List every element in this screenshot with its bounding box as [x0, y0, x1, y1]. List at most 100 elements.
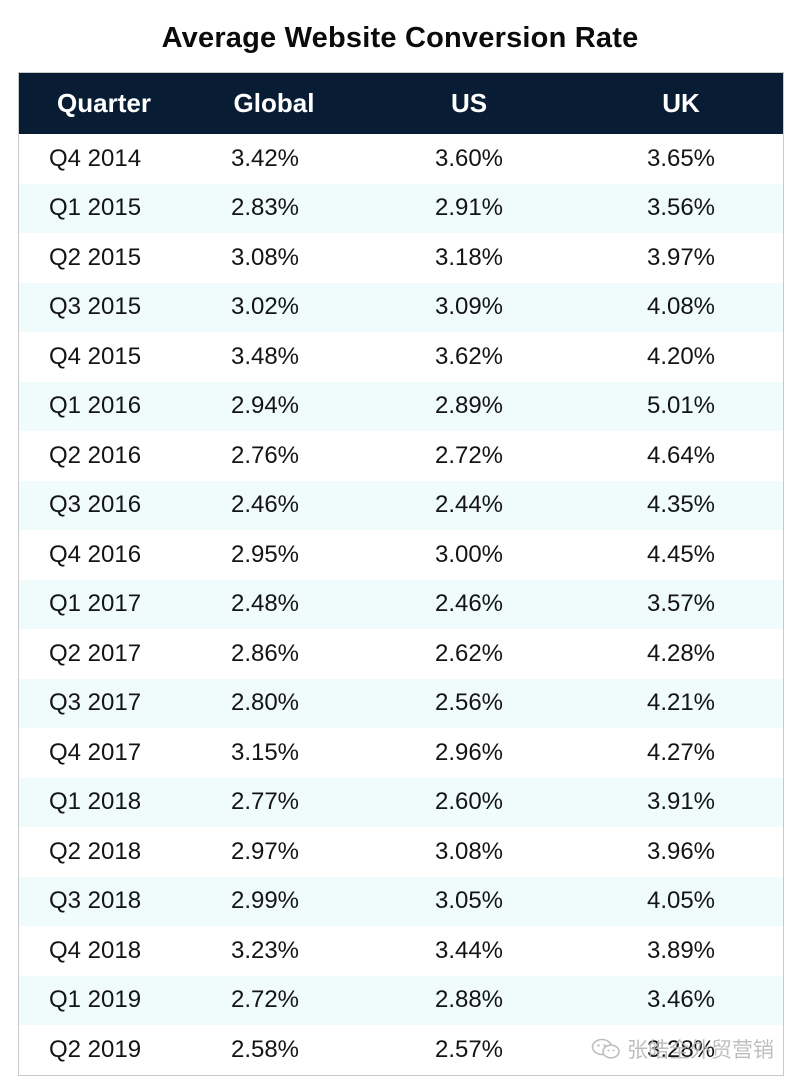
- global-cell: 2.80%: [230, 689, 300, 717]
- watermark: 张皓全外贸营销: [591, 1034, 774, 1064]
- us-cell: 3.08%: [434, 837, 504, 865]
- uk-cell: 4.45%: [646, 540, 716, 568]
- table-row: Q1 2015 2.83% 2.91% 3.56%: [19, 183, 783, 233]
- table-row: Q2 2017 2.86% 2.62% 4.28%: [19, 629, 783, 679]
- table-row: Q3 2018 2.99% 3.05% 4.05%: [19, 876, 783, 926]
- quarter-cell: Q1 2015: [49, 194, 142, 222]
- uk-cell: 4.21%: [646, 689, 716, 717]
- data-table-container: Quarter Global US UK Q4 2014 3.42% 3.60% 3.…: [18, 72, 784, 1076]
- table-row: Q3 2016 2.46% 2.44% 4.35%: [19, 480, 783, 530]
- column-header-global: Global: [233, 88, 315, 118]
- global-cell: 2.72%: [230, 986, 300, 1014]
- global-cell: 2.99%: [230, 887, 300, 915]
- global-cell: 2.77%: [230, 788, 300, 816]
- global-cell: 2.94%: [230, 392, 300, 420]
- table-row: Q2 2018 2.97% 3.08% 3.96%: [19, 827, 783, 877]
- uk-cell: 4.28%: [646, 639, 716, 667]
- uk-cell: 4.27%: [646, 738, 716, 766]
- us-cell: 2.91%: [434, 194, 504, 222]
- global-cell: 2.58%: [230, 1035, 300, 1063]
- uk-cell: 3.46%: [646, 986, 716, 1014]
- quarter-cell: Q1 2016: [49, 392, 142, 420]
- table-body: Q4 2014 3.42% 3.60% 3.65% Q1 2015 2.83% 2.91% 3…: [19, 134, 783, 1075]
- us-cell: 2.88%: [434, 986, 504, 1014]
- column-header-quarter: Quarter: [57, 88, 151, 118]
- us-cell: 2.96%: [434, 738, 504, 766]
- global-cell: 3.42%: [230, 144, 300, 172]
- global-cell: 2.48%: [230, 590, 300, 618]
- us-cell: 2.60%: [434, 788, 504, 816]
- uk-cell: 3.96%: [646, 837, 716, 865]
- global-cell: 3.02%: [230, 293, 300, 321]
- table-row: Q2 2019 2.58% 2.57% 3.28%: [19, 1025, 783, 1075]
- uk-cell: 3.56%: [646, 194, 716, 222]
- uk-cell: 3.91%: [646, 788, 716, 816]
- quarter-cell: Q3 2015: [49, 293, 142, 321]
- table-row: Q4 2016 2.95% 3.00% 4.45%: [19, 530, 783, 580]
- uk-cell: 5.01%: [646, 392, 716, 420]
- table-row: Q4 2017 3.15% 2.96% 4.27%: [19, 728, 783, 778]
- table-row: Q1 2019 2.72% 2.88% 3.46%: [19, 975, 783, 1025]
- table-row: Q1 2017 2.48% 2.46% 3.57%: [19, 579, 783, 629]
- quarter-cell: Q4 2014: [49, 144, 142, 172]
- quarter-cell: Q4 2017: [49, 738, 142, 766]
- quarter-cell: Q3 2016: [49, 491, 142, 519]
- table-row: Q3 2017 2.80% 2.56% 4.21%: [19, 678, 783, 728]
- uk-cell: 3.57%: [646, 590, 716, 618]
- table-row: Q2 2016 2.76% 2.72% 4.64%: [19, 431, 783, 481]
- us-cell: 3.05%: [434, 887, 504, 915]
- quarter-cell: Q2 2017: [49, 639, 142, 667]
- global-cell: 3.08%: [230, 243, 300, 271]
- quarter-cell: Q4 2016: [49, 540, 142, 568]
- uk-cell: 4.08%: [646, 293, 716, 321]
- global-cell: 2.83%: [230, 194, 300, 222]
- us-cell: 3.44%: [434, 936, 504, 964]
- column-header-uk: UK: [662, 88, 700, 118]
- table-row: Q1 2018 2.77% 2.60% 3.91%: [19, 777, 783, 827]
- conversion-rate-table: Quarter Global US UK Q4 2014 3.42% 3.60% 3.…: [19, 73, 783, 1075]
- us-cell: 2.89%: [434, 392, 504, 420]
- column-header-us: US: [450, 88, 488, 118]
- table-row: Q1 2016 2.94% 2.89% 5.01%: [19, 381, 783, 431]
- uk-cell: 4.64%: [646, 441, 716, 469]
- global-cell: 2.86%: [230, 639, 300, 667]
- quarter-cell: Q1 2017: [49, 590, 142, 618]
- us-cell: 3.60%: [434, 144, 504, 172]
- table-row: Q2 2015 3.08% 3.18% 3.97%: [19, 233, 783, 283]
- us-cell: 2.72%: [434, 441, 504, 469]
- global-cell: 3.15%: [230, 738, 300, 766]
- quarter-cell: Q3 2017: [49, 689, 142, 717]
- table-row: Q4 2015 3.48% 3.62% 4.20%: [19, 332, 783, 382]
- uk-cell: 3.89%: [646, 936, 716, 964]
- global-cell: 2.95%: [230, 540, 300, 568]
- quarter-cell: Q1 2019: [49, 986, 142, 1014]
- us-cell: 2.62%: [434, 639, 504, 667]
- table-row: Q3 2015 3.02% 3.09% 4.08%: [19, 282, 783, 332]
- table-header-row: Quarter Global US UK: [19, 73, 783, 134]
- uk-cell: 4.20%: [646, 342, 716, 370]
- quarter-cell: Q2 2019: [49, 1035, 142, 1063]
- global-cell: 2.76%: [230, 441, 300, 469]
- uk-cell: 3.97%: [646, 243, 716, 271]
- quarter-cell: Q2 2015: [49, 243, 142, 271]
- us-cell: 3.00%: [434, 540, 504, 568]
- quarter-cell: Q3 2018: [49, 887, 142, 915]
- us-cell: 3.18%: [434, 243, 504, 271]
- quarter-cell: Q2 2018: [49, 837, 142, 865]
- quarter-cell: Q1 2018: [49, 788, 142, 816]
- us-cell: 2.56%: [434, 689, 504, 717]
- uk-cell: 3.65%: [646, 144, 716, 172]
- uk-cell: 4.35%: [646, 491, 716, 519]
- uk-cell: 4.05%: [646, 887, 716, 915]
- quarter-cell: Q4 2018: [49, 936, 142, 964]
- us-cell: 2.46%: [434, 590, 504, 618]
- global-cell: 2.46%: [230, 491, 300, 519]
- watermark-text: 张皓全外贸营销: [627, 1039, 774, 1062]
- quarter-cell: Q2 2016: [49, 441, 142, 469]
- us-cell: 3.09%: [434, 293, 504, 321]
- uk-cell: 3.28%: [646, 1035, 716, 1063]
- global-cell: 3.23%: [230, 936, 300, 964]
- quarter-cell: Q4 2015: [49, 342, 142, 370]
- global-cell: 3.48%: [230, 342, 300, 370]
- table-row: Q4 2014 3.42% 3.60% 3.65%: [19, 134, 783, 184]
